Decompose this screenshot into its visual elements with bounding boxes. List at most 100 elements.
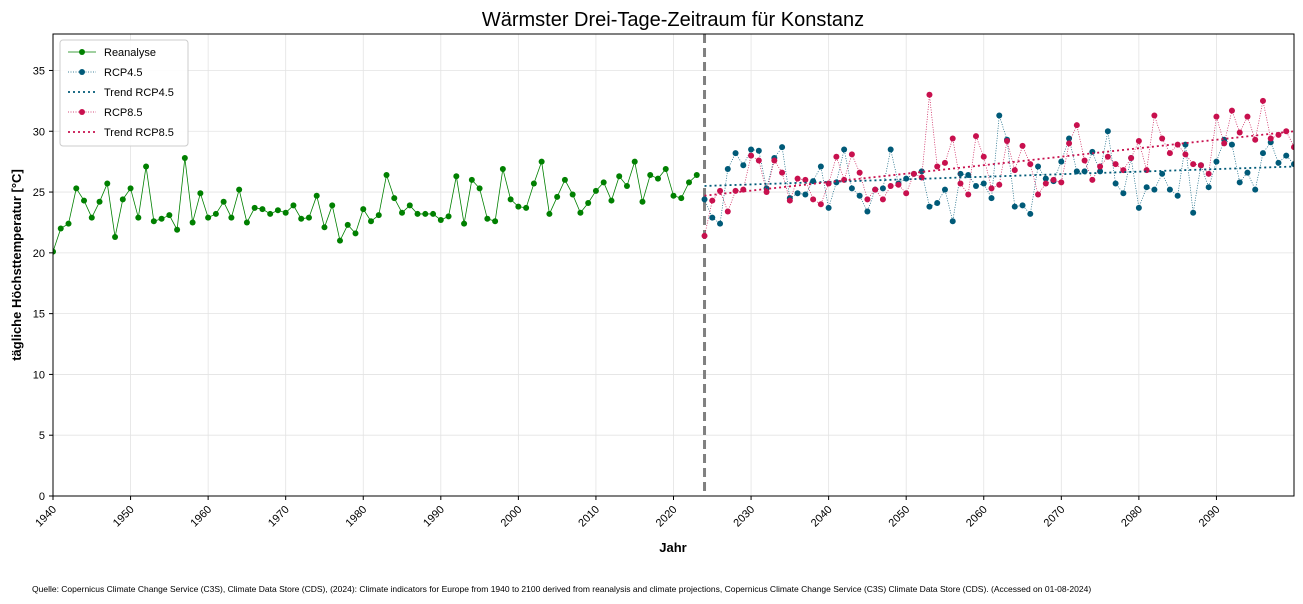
rcp45-point: [1151, 186, 1158, 193]
rcp45-point: [1244, 169, 1251, 176]
trend-rcp85-line: [704, 130, 1294, 197]
legend-rcp45-marker: [79, 69, 85, 75]
rcp45-point: [887, 146, 894, 153]
rcp85-point: [864, 196, 871, 203]
rcp45-point: [779, 144, 786, 151]
rcp45-point: [1159, 170, 1166, 177]
reanalyse-point: [205, 214, 212, 221]
rcp85-point: [1221, 140, 1228, 147]
reanalyse-point: [174, 226, 181, 233]
rcp85-point: [763, 189, 770, 196]
reanalyse-point: [336, 237, 343, 244]
x-tick-label: 2060: [964, 504, 990, 530]
x-tick-label: 2090: [1197, 504, 1223, 530]
reanalyse-point: [143, 163, 150, 170]
x-tick-label: 1970: [266, 504, 292, 530]
reanalyse-point: [212, 210, 219, 217]
reanalyse-point: [81, 197, 88, 204]
rcp45-point: [1120, 190, 1127, 197]
reanalyse-point: [53, 248, 56, 255]
rcp85-point: [1104, 153, 1111, 160]
rcp45-point: [1011, 203, 1018, 210]
rcp45-point: [817, 163, 824, 170]
rcp85-point: [926, 91, 933, 98]
reanalyse-point: [577, 209, 584, 216]
reanalyse-point: [538, 158, 545, 165]
rcp85-point: [1182, 151, 1189, 158]
x-tick-label: 2000: [499, 504, 525, 530]
rcp85-point: [934, 163, 941, 170]
reanalyse-point: [523, 204, 530, 211]
rcp85-point: [833, 153, 840, 160]
x-tick-label: 2020: [654, 504, 680, 530]
reanalyse-point: [96, 198, 103, 205]
rcp85-point: [755, 157, 762, 164]
rcp85-point: [903, 190, 910, 197]
reanalyse-point: [197, 190, 204, 197]
reanalyse-point: [445, 213, 452, 220]
y-tick-label: 35: [33, 65, 45, 77]
reanalyse-point: [352, 230, 359, 237]
reanalyse-point: [251, 204, 258, 211]
legend-reanalyse-label: Reanalyse: [104, 47, 156, 59]
rcp85-point: [872, 186, 879, 193]
rcp85-point: [1135, 137, 1142, 144]
legend-box: [59, 39, 189, 147]
rcp45-point: [1213, 158, 1220, 165]
rcp85-point: [786, 197, 793, 204]
reanalyse-point: [406, 202, 413, 209]
rcp45-point: [949, 218, 956, 225]
rcp45-point: [1019, 202, 1026, 209]
rcp45-point: [1236, 179, 1243, 186]
rcp85-point: [910, 170, 917, 177]
reanalyse-point: [236, 186, 243, 193]
x-tick-label: 2050: [887, 504, 913, 530]
reanalyse-point: [383, 172, 390, 179]
rcp45-point: [1112, 180, 1119, 187]
rcp85-point: [957, 180, 964, 187]
reanalyse-point: [484, 215, 491, 222]
reanalyse-point: [623, 182, 630, 189]
rcp45-point: [1275, 159, 1282, 166]
rcp85-point: [1166, 150, 1173, 157]
reanalyse-point: [399, 209, 406, 216]
reanalyse-point: [135, 214, 142, 221]
rcp85-point: [1128, 155, 1135, 162]
y-tick-label: 10: [33, 369, 45, 381]
rcp85-point: [988, 185, 995, 192]
rcp85-point: [817, 201, 824, 208]
reanalyse-point: [554, 193, 561, 200]
rcp45-point: [864, 208, 871, 215]
reanalyse-point: [88, 214, 95, 221]
x-tick-label: 1980: [344, 504, 370, 530]
reanalyse-point: [298, 215, 305, 222]
rcp45-point: [825, 204, 832, 211]
rcp85-point: [941, 159, 948, 166]
legend-rcp85-marker: [79, 109, 85, 115]
rcp85-point: [1213, 113, 1220, 120]
rcp85-point: [1291, 144, 1294, 151]
reanalyse-point: [150, 218, 157, 225]
legend-rcp45-label: RCP4.5: [104, 67, 143, 79]
rcp45-point: [996, 112, 1003, 119]
reanalyse-point: [515, 203, 522, 210]
reanalyse-point: [375, 212, 382, 219]
rcp85-point: [779, 169, 786, 176]
rcp45-point: [980, 180, 987, 187]
rcp45-point: [972, 182, 979, 189]
rcp85-point: [1252, 136, 1259, 143]
x-tick-label: 2010: [576, 504, 602, 530]
rcp45-point: [794, 190, 801, 197]
rcp45-point: [1135, 204, 1142, 211]
series-clip-group: [53, 91, 1294, 255]
rcp45-point: [1228, 141, 1235, 148]
rcp85-point: [887, 182, 894, 189]
grid: [52, 34, 1294, 497]
rcp85-point: [1097, 163, 1104, 170]
rcp85-point: [1190, 161, 1197, 168]
rcp85-point: [794, 175, 801, 182]
rcp85-point: [879, 196, 886, 203]
rcp85-point: [701, 232, 708, 239]
rcp85-point: [1089, 176, 1096, 183]
rcp85-point: [1228, 107, 1235, 114]
